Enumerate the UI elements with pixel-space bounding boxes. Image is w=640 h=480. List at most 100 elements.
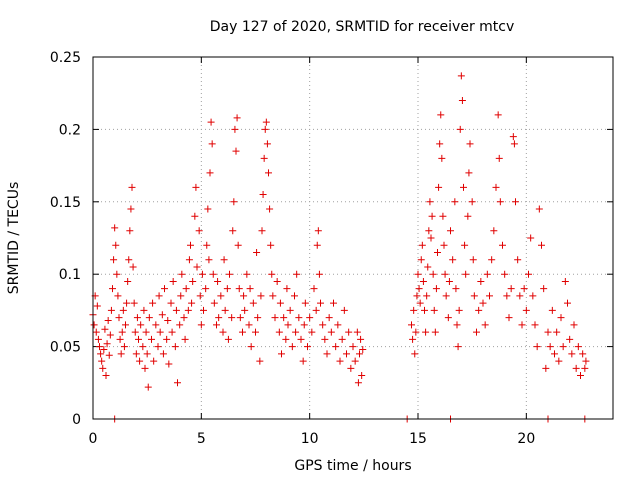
- data-point: [136, 357, 144, 365]
- data-point: [465, 169, 473, 177]
- data-point: [358, 372, 366, 380]
- data-point: [304, 343, 311, 351]
- data-point: [260, 154, 268, 162]
- data-point: [308, 328, 316, 336]
- data-point: [106, 331, 114, 339]
- data-point: [473, 328, 480, 336]
- data-point: [158, 311, 166, 319]
- data-point: [436, 140, 444, 148]
- data-point: [115, 314, 123, 322]
- data-point: [538, 241, 545, 249]
- data-point: [286, 306, 294, 314]
- data-point: [438, 154, 446, 162]
- data-point: [354, 379, 362, 387]
- data-points: [89, 72, 590, 423]
- data-point: [276, 299, 284, 307]
- data-point: [182, 285, 190, 293]
- data-point: [249, 299, 257, 307]
- data-point: [284, 321, 292, 329]
- data-point: [126, 227, 134, 235]
- data-point: [577, 372, 584, 380]
- data-point: [128, 183, 136, 191]
- data-point: [351, 357, 359, 365]
- data-point: [131, 328, 139, 336]
- y-tick-label: 0.05: [50, 340, 81, 356]
- data-point: [219, 328, 227, 336]
- data-point: [132, 350, 140, 358]
- data-point: [141, 364, 149, 372]
- data-point: [325, 314, 333, 322]
- data-point: [257, 292, 265, 300]
- data-point: [551, 350, 558, 358]
- data-point: [98, 357, 106, 365]
- data-point: [345, 328, 353, 336]
- data-point: [228, 314, 236, 322]
- data-point: [429, 270, 437, 278]
- data-point: [176, 321, 184, 329]
- data-point: [566, 335, 574, 343]
- data-point: [169, 277, 177, 285]
- data-point: [235, 285, 243, 293]
- data-point: [110, 256, 118, 264]
- data-point: [203, 241, 211, 249]
- data-point: [159, 350, 167, 358]
- y-tick-label: 0.15: [50, 195, 81, 211]
- x-axis-label: GPS time / hours: [294, 458, 411, 474]
- x-tick-label: 20: [517, 431, 535, 447]
- data-point: [343, 350, 350, 358]
- data-point: [112, 241, 120, 249]
- data-point: [220, 256, 228, 264]
- data-point: [195, 227, 203, 235]
- data-point: [245, 321, 253, 329]
- data-point: [542, 364, 550, 372]
- data-point: [102, 372, 110, 380]
- data-point: [444, 314, 452, 322]
- data-point: [103, 340, 111, 348]
- data-point: [441, 270, 449, 278]
- data-point: [410, 306, 418, 314]
- data-point: [412, 328, 420, 336]
- data-point: [204, 205, 212, 213]
- data-point: [254, 314, 262, 322]
- data-point: [353, 328, 361, 336]
- x-tick-label: 10: [301, 431, 319, 447]
- data-point: [424, 263, 432, 271]
- data-point: [133, 314, 141, 322]
- data-point: [568, 350, 576, 358]
- data-point: [205, 256, 213, 264]
- data-point: [269, 292, 277, 300]
- data-point: [572, 364, 580, 372]
- data-point: [189, 277, 197, 285]
- data-point: [234, 241, 242, 249]
- data-point: [239, 328, 246, 336]
- data-point: [148, 335, 155, 343]
- data-point: [323, 350, 331, 358]
- data-point: [533, 343, 541, 351]
- data-point: [442, 292, 450, 300]
- data-point: [139, 343, 147, 351]
- data-point: [266, 205, 274, 213]
- data-point: [468, 198, 476, 206]
- data-point: [114, 292, 122, 300]
- data-point: [488, 256, 496, 264]
- data-point: [336, 357, 344, 365]
- data-point: [93, 302, 101, 310]
- data-point: [423, 292, 431, 300]
- data-point: [555, 357, 563, 365]
- data-point: [164, 317, 172, 325]
- data-point: [143, 350, 151, 358]
- data-point: [301, 299, 309, 307]
- data-point: [451, 198, 459, 206]
- data-point: [193, 263, 201, 271]
- data-point: [481, 321, 489, 329]
- data-point: [483, 270, 491, 278]
- data-point: [359, 345, 367, 353]
- data-point: [510, 140, 518, 148]
- data-point: [347, 364, 355, 372]
- data-point: [330, 299, 337, 307]
- data-point: [168, 328, 176, 336]
- data-point: [453, 321, 461, 329]
- data-point: [495, 154, 503, 162]
- data-point: [104, 317, 112, 325]
- data-point: [437, 111, 445, 119]
